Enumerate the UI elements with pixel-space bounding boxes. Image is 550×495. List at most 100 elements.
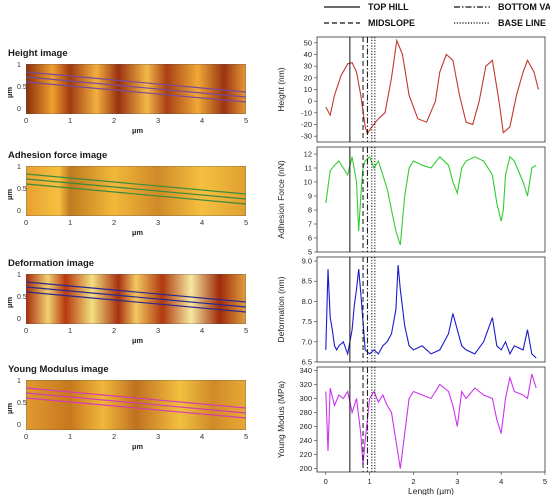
x-tick-label: 5 (543, 477, 547, 486)
modulus-map (26, 380, 246, 430)
scan-line (26, 81, 246, 103)
map-y-tick-label: 1 (17, 62, 21, 69)
x-axis-label: Length (µm) (408, 486, 454, 495)
y-tick-label: -20 (301, 120, 312, 129)
map-y-axis-label: µm (5, 297, 14, 308)
map-x-tick-label: 1 (68, 326, 73, 335)
map-x-tick-label: 4 (200, 432, 205, 441)
y-tick-label: -30 (301, 132, 312, 141)
height-map (26, 64, 246, 114)
y-tick-label: 6 (308, 234, 312, 243)
scan-line (26, 286, 246, 308)
y-tick-label: 0 (308, 97, 312, 106)
panel-title: Deformation image (8, 258, 95, 269)
map-x-tick-label: 1 (68, 116, 73, 125)
y-tick-label: 200 (299, 464, 312, 473)
y-tick-label: 12 (304, 150, 312, 159)
map-x-tick-label: 0 (24, 326, 29, 335)
panel-frame (316, 366, 546, 473)
y-tick-label: 50 (304, 38, 312, 47)
y-tick-label: 8.0 (302, 297, 312, 306)
map-x-tick-label: 2 (112, 326, 117, 335)
map-x-tick-label: 3 (156, 218, 161, 227)
y-tick-label: 10 (304, 85, 312, 94)
scan-line (26, 71, 246, 93)
map-y-tick-label: 0.5 (17, 84, 27, 91)
y-tick-label: 9.0 (302, 257, 312, 266)
y-tick-label: 260 (299, 422, 312, 431)
y-tick-label: 7 (308, 220, 312, 229)
deformation-map (26, 274, 246, 324)
map-x-tick-label: 5 (244, 326, 249, 335)
y-tick-label: -10 (301, 108, 312, 117)
y-tick-label: 6.5 (302, 358, 312, 367)
map-y-tick-label: 1 (17, 272, 21, 279)
map-y-tick-label: 0.5 (17, 186, 27, 193)
y-tick-label: 7.5 (302, 317, 312, 326)
panel-frame (316, 36, 546, 143)
panel-title: Young Modulus image (8, 364, 109, 375)
map-x-tick-label: 2 (112, 116, 117, 125)
x-tick-label: 0 (324, 477, 328, 486)
y-tick-label: 300 (299, 394, 312, 403)
scan-line (26, 173, 246, 195)
map-x-tick-label: 3 (156, 432, 161, 441)
scan-line (26, 397, 246, 419)
map-x-tick-label: 0 (24, 116, 29, 125)
map-x-axis-label: µm (132, 126, 143, 135)
y-tick-label: 320 (299, 380, 312, 389)
map-y-tick-label: 0.5 (17, 294, 27, 301)
chart-legend: TOP HILL BOTTOM VALLEY MIDSLOPE BASE LINE (324, 2, 550, 28)
map-x-tick-label: 3 (156, 116, 161, 125)
y-tick-label: 20 (304, 73, 312, 82)
series-line (325, 265, 537, 359)
series-line (325, 373, 537, 469)
map-x-tick-label: 0 (24, 432, 29, 441)
map-y-tick-label: 0 (17, 316, 21, 323)
map-x-tick-label: 1 (68, 432, 73, 441)
map-x-tick-label: 5 (244, 116, 249, 125)
y-tick-label: 8.5 (302, 277, 312, 286)
y-axis-label: Young Modus (MPa) (276, 381, 286, 458)
y-tick-label: 7.0 (302, 337, 312, 346)
map-y-tick-label: 1 (17, 164, 21, 171)
scan-line (26, 178, 246, 200)
legend-label: BASE LINE (498, 18, 546, 28)
y-tick-label: 10 (304, 178, 312, 187)
y-tick-label: 30 (304, 62, 312, 71)
panel-title: Adhesion force image (8, 150, 108, 161)
map-x-axis-label: µm (132, 442, 143, 451)
map-x-axis-label: µm (132, 336, 143, 345)
y-axis-label: Adhesion Force (nN) (276, 160, 286, 239)
y-axis-label: Deformation (nm) (276, 276, 286, 342)
scan-line (26, 183, 246, 205)
scan-line (26, 291, 246, 313)
x-tick-label: 4 (499, 477, 503, 486)
legend-label: MIDSLOPE (368, 18, 415, 28)
map-x-tick-label: 1 (68, 218, 73, 227)
panel-frame (316, 256, 546, 363)
x-tick-label: 3 (455, 477, 459, 486)
map-x-tick-label: 5 (244, 218, 249, 227)
adhesion-map (26, 166, 246, 216)
map-x-tick-label: 3 (156, 326, 161, 335)
map-y-tick-label: 0 (17, 106, 21, 113)
map-y-axis-label: µm (5, 189, 14, 200)
map-y-tick-label: 0.5 (17, 400, 27, 407)
y-tick-label: 240 (299, 436, 312, 445)
scan-line (26, 281, 246, 303)
scan-line (26, 387, 246, 409)
y-tick-label: 220 (299, 450, 312, 459)
map-y-tick-label: 0 (17, 422, 21, 429)
scan-line (26, 76, 246, 98)
map-x-tick-label: 4 (200, 116, 205, 125)
map-y-tick-label: 1 (17, 378, 21, 385)
map-x-tick-label: 5 (244, 432, 249, 441)
map-y-axis-label: µm (5, 403, 14, 414)
y-tick-label: 280 (299, 408, 312, 417)
y-tick-label: 340 (299, 366, 312, 375)
scan-line (26, 392, 246, 414)
y-tick-label: 11 (304, 164, 312, 173)
series-line (325, 155, 537, 246)
